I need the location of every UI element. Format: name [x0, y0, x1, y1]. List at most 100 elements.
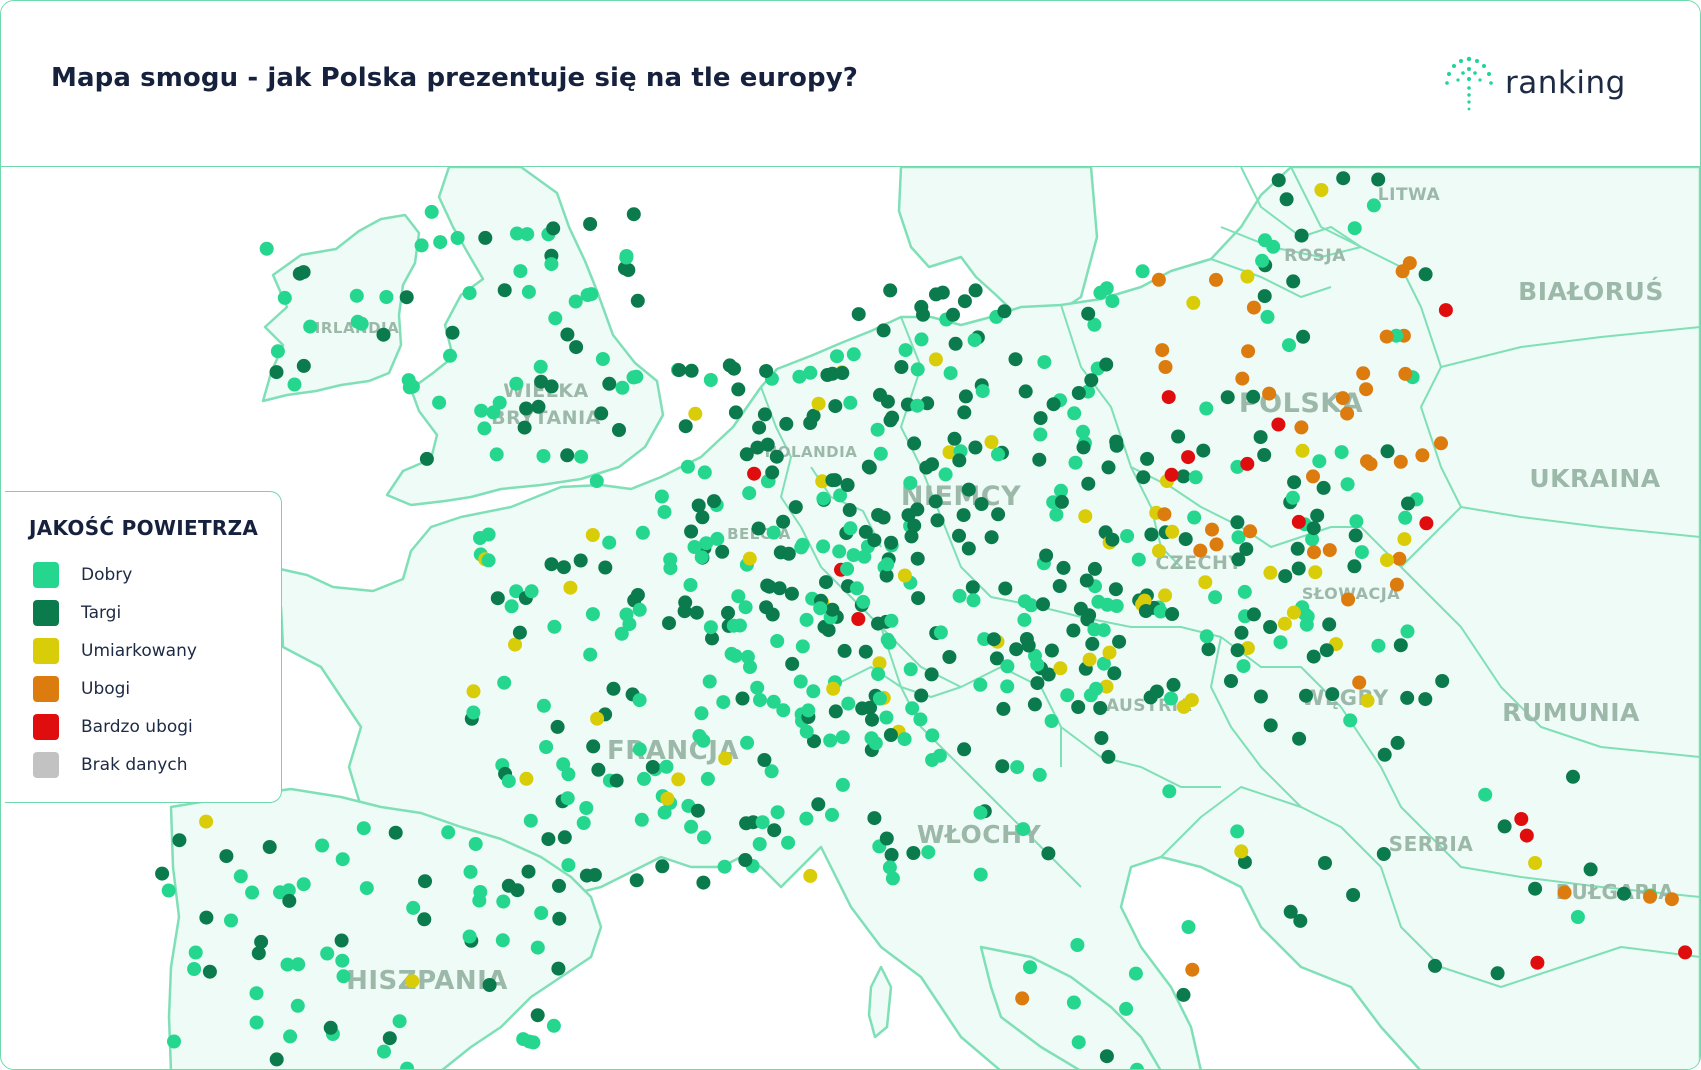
- station-dot[interactable]: [872, 691, 887, 706]
- station-dot[interactable]: [1081, 476, 1096, 491]
- station-dot[interactable]: [233, 869, 248, 884]
- station-dot[interactable]: [865, 712, 879, 727]
- station-dot[interactable]: [1184, 693, 1199, 708]
- station-dot[interactable]: [1243, 524, 1258, 539]
- station-dot[interactable]: [521, 284, 536, 299]
- station-dot[interactable]: [1128, 966, 1143, 981]
- station-dot[interactable]: [703, 620, 718, 635]
- station-dot[interactable]: [707, 494, 721, 509]
- station-dot[interactable]: [1418, 692, 1433, 707]
- station-dot[interactable]: [524, 584, 539, 599]
- station-dot[interactable]: [1263, 620, 1278, 634]
- station-dot[interactable]: [1089, 681, 1103, 696]
- station-dot[interactable]: [534, 374, 549, 389]
- station-dot[interactable]: [862, 460, 877, 475]
- station-dot[interactable]: [1360, 693, 1375, 708]
- station-dot[interactable]: [489, 447, 504, 462]
- station-dot[interactable]: [781, 835, 796, 850]
- station-dot[interactable]: [501, 774, 516, 789]
- station-dot[interactable]: [1060, 688, 1075, 703]
- station-dot[interactable]: [1066, 623, 1081, 638]
- station-dot[interactable]: [867, 533, 882, 548]
- station-dot[interactable]: [765, 465, 780, 480]
- station-dot[interactable]: [1054, 483, 1068, 498]
- station-dot[interactable]: [1307, 545, 1321, 560]
- station-dot[interactable]: [508, 637, 522, 652]
- station-dot[interactable]: [759, 364, 774, 378]
- station-dot[interactable]: [766, 525, 781, 540]
- station-dot[interactable]: [560, 791, 575, 806]
- station-dot[interactable]: [1379, 329, 1394, 344]
- station-dot[interactable]: [632, 602, 647, 617]
- station-dot[interactable]: [1292, 731, 1307, 746]
- station-dot[interactable]: [1181, 920, 1196, 934]
- station-dot[interactable]: [1178, 532, 1193, 547]
- station-dot[interactable]: [1528, 856, 1543, 870]
- station-dot[interactable]: [1497, 819, 1512, 834]
- station-dot[interactable]: [856, 594, 871, 609]
- station-dot[interactable]: [560, 327, 575, 342]
- station-dot[interactable]: [952, 588, 967, 603]
- station-dot[interactable]: [1071, 386, 1086, 400]
- station-dot[interactable]: [1341, 592, 1356, 607]
- station-dot[interactable]: [349, 288, 364, 303]
- station-dot[interactable]: [1105, 532, 1120, 547]
- station-dot[interactable]: [1230, 824, 1245, 839]
- station-dot[interactable]: [1519, 828, 1534, 843]
- station-dot[interactable]: [858, 644, 873, 659]
- station-dot[interactable]: [974, 497, 989, 511]
- station-dot[interactable]: [1271, 417, 1286, 432]
- station-dot[interactable]: [855, 701, 870, 716]
- station-dot[interactable]: [560, 448, 575, 463]
- station-dot[interactable]: [1231, 552, 1246, 567]
- station-dot[interactable]: [632, 742, 647, 757]
- station-dot[interactable]: [550, 719, 565, 734]
- station-dot[interactable]: [1149, 684, 1164, 699]
- station-dot[interactable]: [477, 421, 492, 436]
- station-dot[interactable]: [766, 694, 781, 709]
- station-dot[interactable]: [561, 767, 576, 782]
- station-dot[interactable]: [793, 674, 808, 689]
- station-dot[interactable]: [315, 838, 330, 853]
- station-dot[interactable]: [1616, 886, 1631, 901]
- station-dot[interactable]: [1030, 657, 1045, 672]
- station-dot[interactable]: [336, 969, 351, 984]
- station-dot[interactable]: [1306, 649, 1321, 664]
- station-dot[interactable]: [1322, 617, 1337, 632]
- station-dot[interactable]: [695, 510, 710, 525]
- station-dot[interactable]: [913, 712, 928, 727]
- station-dot[interactable]: [884, 535, 899, 550]
- station-dot[interactable]: [1291, 561, 1306, 576]
- station-dot[interactable]: [481, 553, 496, 568]
- station-dot[interactable]: [1356, 366, 1371, 381]
- station-dot[interactable]: [742, 551, 757, 566]
- station-dot[interactable]: [280, 957, 295, 972]
- station-dot[interactable]: [474, 403, 489, 418]
- station-dot[interactable]: [602, 376, 617, 391]
- station-dot[interactable]: [512, 625, 527, 640]
- station-dot[interactable]: [379, 290, 394, 304]
- station-dot[interactable]: [249, 1015, 264, 1030]
- station-dot[interactable]: [1009, 642, 1024, 657]
- station-dot[interactable]: [1196, 443, 1211, 458]
- station-dot[interactable]: [1266, 239, 1281, 254]
- station-dot[interactable]: [517, 420, 532, 435]
- station-dot[interactable]: [1112, 634, 1127, 649]
- station-dot[interactable]: [1099, 357, 1114, 372]
- station-dot[interactable]: [1193, 543, 1208, 558]
- station-dot[interactable]: [1325, 687, 1340, 702]
- station-dot[interactable]: [815, 474, 830, 489]
- station-dot[interactable]: [1041, 846, 1056, 861]
- station-dot[interactable]: [659, 759, 674, 774]
- station-dot[interactable]: [795, 537, 810, 552]
- station-dot[interactable]: [779, 416, 794, 431]
- station-dot[interactable]: [1322, 543, 1337, 558]
- station-dot[interactable]: [1336, 171, 1351, 186]
- station-dot[interactable]: [930, 513, 945, 528]
- station-dot[interactable]: [841, 696, 856, 711]
- station-dot[interactable]: [497, 283, 512, 298]
- station-dot[interactable]: [172, 833, 187, 848]
- station-dot[interactable]: [405, 974, 420, 989]
- station-dot[interactable]: [1348, 528, 1363, 543]
- station-dot[interactable]: [919, 460, 934, 475]
